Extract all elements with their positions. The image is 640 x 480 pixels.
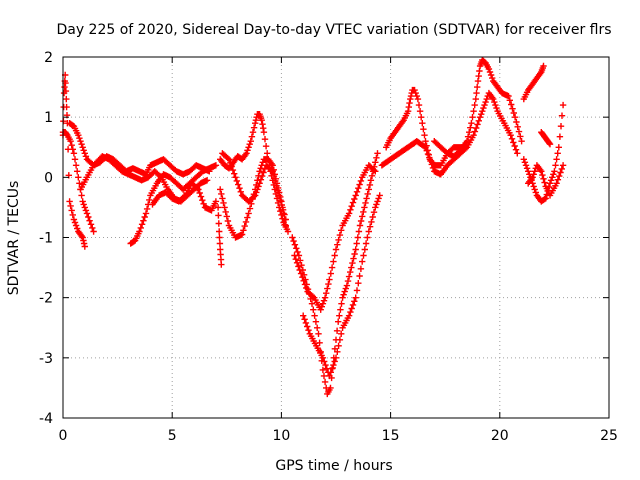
data-point-markers [431,56,525,160]
y-tick-label: -1 [39,231,53,247]
x-axis-label: GPS time / hours [275,458,392,474]
data-point-markers [291,162,379,313]
data-series [538,129,554,148]
data-series [214,204,225,268]
y-tick-label: 0 [44,170,53,186]
data-point-markers [127,162,220,247]
y-tick-label: 2 [44,50,53,66]
y-tick-label: 1 [44,110,53,126]
data-point-markers [214,204,225,268]
data-point-markers [77,153,211,205]
data-series [219,150,289,223]
data-point-markers [378,89,521,178]
data-series [59,129,97,235]
data-point-markers [59,71,88,250]
data-series [127,162,220,247]
data-series [77,153,211,205]
y-tick-label: -3 [39,351,53,367]
data-series [431,56,525,160]
data-point-markers [538,129,554,148]
data-point-markers [219,150,289,223]
data-point-markers [525,162,567,199]
x-tick-label: 20 [491,428,509,444]
data-point-markers [520,101,567,205]
data-series [66,120,213,178]
data-point-markers [300,192,383,380]
plot-area [59,56,567,398]
chart-title: Day 225 of 2020, Sidereal Day-to-day VTE… [56,22,611,38]
data-point-markers [149,180,220,214]
x-tick-label: 5 [168,428,177,444]
data-series [291,162,379,313]
data-series [300,192,383,380]
data-point-markers [66,120,213,178]
data-series [149,180,220,214]
gridlines [63,57,609,418]
data-point-markers [59,129,97,235]
x-tick-label: 25 [600,428,618,444]
y-tick-label: -2 [39,291,53,307]
y-axis-label: SDTVAR / TECUs [6,181,22,296]
data-series [520,62,547,103]
data-series [520,101,567,205]
y-tick-label: -4 [39,411,53,427]
axis-ticks: 0 5 10 15 20 25 -4 -3 -2 -1 0 1 2 [39,50,618,444]
data-series [59,71,88,250]
data-series [378,89,521,178]
x-tick-label: 15 [382,428,400,444]
x-tick-label: 0 [59,428,68,444]
data-point-markers [520,62,547,103]
data-series [525,162,567,199]
x-tick-label: 10 [272,428,290,444]
